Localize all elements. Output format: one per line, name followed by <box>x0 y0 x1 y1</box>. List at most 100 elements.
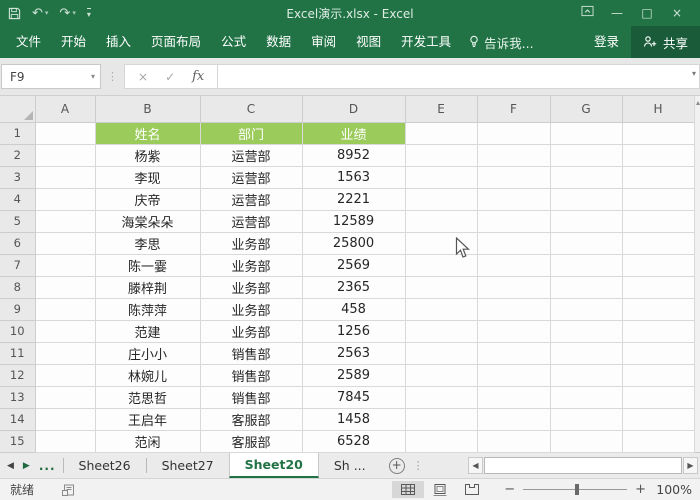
vertical-scrollbar[interactable] <box>694 96 700 452</box>
maximize-icon[interactable]: □ <box>641 6 653 20</box>
cell[interactable]: 滕梓荆 <box>95 276 201 299</box>
save-icon[interactable] <box>8 7 21 20</box>
cell[interactable] <box>550 122 623 145</box>
cell[interactable] <box>405 364 478 387</box>
cell[interactable]: 部门 <box>200 122 303 145</box>
zoom-slider-handle[interactable] <box>575 484 580 495</box>
cell[interactable]: 范建 <box>95 320 201 343</box>
cell[interactable] <box>477 254 551 277</box>
cell[interactable] <box>477 232 551 255</box>
hscroll-left-icon[interactable]: ◀ <box>468 457 483 474</box>
cell[interactable] <box>35 254 96 277</box>
cell[interactable] <box>35 232 96 255</box>
cell[interactable] <box>477 430 551 453</box>
column-header[interactable]: D <box>301 96 406 123</box>
row-header[interactable]: 2 <box>0 143 36 167</box>
cell[interactable]: 7845 <box>302 386 406 409</box>
cell[interactable]: 业务部 <box>200 298 303 321</box>
cell[interactable]: 2365 <box>302 276 406 299</box>
cell[interactable] <box>35 298 96 321</box>
cell[interactable]: 姓名 <box>95 122 201 145</box>
cell[interactable]: 陈一霎 <box>95 254 201 277</box>
row-header[interactable]: 15 <box>0 429 36 453</box>
cell[interactable]: 运营部 <box>200 144 303 167</box>
cell[interactable] <box>622 122 695 145</box>
cell[interactable]: 运营部 <box>200 166 303 189</box>
cell[interactable] <box>405 298 478 321</box>
cell[interactable]: 客服部 <box>200 408 303 431</box>
cell[interactable]: 1458 <box>302 408 406 431</box>
zoom-out-icon[interactable]: − <box>504 482 516 497</box>
formula-input[interactable]: ▾ <box>218 64 700 89</box>
cell[interactable] <box>550 408 623 431</box>
cell[interactable]: 范思哲 <box>95 386 201 409</box>
horizontal-scrollbar[interactable]: ◀ ▶ <box>468 453 700 478</box>
cell[interactable] <box>550 276 623 299</box>
cell[interactable] <box>477 408 551 431</box>
cell[interactable] <box>35 144 96 167</box>
cell[interactable]: 杨紫 <box>95 144 201 167</box>
ribbon-tab-8[interactable]: 视图 <box>356 34 382 49</box>
cell[interactable] <box>550 232 623 255</box>
next-sheet-icon[interactable]: ▶ <box>22 460 30 471</box>
tell-me-button[interactable]: 告诉我... <box>461 33 541 52</box>
cell[interactable] <box>477 122 551 145</box>
cell[interactable]: 海棠朵朵 <box>95 210 201 233</box>
page-break-preview-icon[interactable] <box>456 481 488 498</box>
cell[interactable] <box>477 386 551 409</box>
sheet-tab-Sheet27[interactable]: Sheet27 <box>161 458 214 473</box>
column-header[interactable]: C <box>199 96 303 123</box>
sign-in-button[interactable]: 登录 <box>593 34 619 49</box>
cell[interactable]: 庄小小 <box>95 342 201 365</box>
share-button[interactable]: 共享 <box>630 26 700 58</box>
cell[interactable]: 业务部 <box>200 276 303 299</box>
cell[interactable] <box>550 144 623 167</box>
cell[interactable] <box>477 210 551 233</box>
prev-sheet-icon[interactable]: ◀ <box>7 460 14 471</box>
cell[interactable]: 25800 <box>302 232 406 255</box>
cell[interactable]: 458 <box>302 298 406 321</box>
row-header[interactable]: 7 <box>0 253 36 277</box>
redo-button[interactable]: ↷ ▾ <box>59 7 75 20</box>
cell[interactable] <box>477 320 551 343</box>
cell[interactable] <box>477 188 551 211</box>
cell[interactable] <box>405 320 478 343</box>
cell[interactable]: 王启年 <box>95 408 201 431</box>
cell[interactable]: 销售部 <box>200 386 303 409</box>
cell[interactable] <box>550 210 623 233</box>
cell[interactable]: 运营部 <box>200 210 303 233</box>
formula-bar-expand-icon[interactable]: ▾ <box>691 69 696 78</box>
row-header[interactable]: 1 <box>0 121 36 145</box>
cell[interactable]: 销售部 <box>200 364 303 387</box>
row-header[interactable]: 10 <box>0 319 36 343</box>
cell[interactable] <box>550 320 623 343</box>
cell[interactable] <box>35 166 96 189</box>
undo-button[interactable]: ↶ ▾ <box>32 7 48 20</box>
cell[interactable]: 1563 <box>302 166 406 189</box>
ribbon-tab-9[interactable]: 开发工具 <box>401 34 452 49</box>
cell[interactable] <box>550 430 623 453</box>
column-header[interactable]: A <box>34 96 96 123</box>
hscroll-thumb[interactable] <box>484 457 682 474</box>
cell[interactable]: 林婉儿 <box>95 364 201 387</box>
ribbon-tab-7[interactable]: 审阅 <box>311 34 337 49</box>
row-header[interactable]: 14 <box>0 407 36 431</box>
ribbon-tab-3[interactable]: 插入 <box>106 34 132 49</box>
cell[interactable]: 12589 <box>302 210 406 233</box>
cell[interactable]: 陈萍萍 <box>95 298 201 321</box>
cell[interactable]: 2221 <box>302 188 406 211</box>
sheet-tab-Sheet26[interactable]: Sheet26 <box>78 458 131 473</box>
cell[interactable] <box>622 386 695 409</box>
cell[interactable] <box>622 298 695 321</box>
row-header[interactable]: 5 <box>0 209 36 233</box>
cell[interactable]: 运营部 <box>200 188 303 211</box>
cell[interactable] <box>622 276 695 299</box>
cell[interactable]: 2563 <box>302 342 406 365</box>
ribbon-tab-6[interactable]: 数据 <box>266 34 292 49</box>
column-header[interactable]: H <box>621 96 695 123</box>
cell[interactable]: 业绩 <box>302 122 406 145</box>
cell[interactable] <box>550 364 623 387</box>
enter-icon[interactable]: ✓ <box>165 69 176 84</box>
cell[interactable] <box>622 430 695 453</box>
column-header[interactable]: G <box>549 96 623 123</box>
